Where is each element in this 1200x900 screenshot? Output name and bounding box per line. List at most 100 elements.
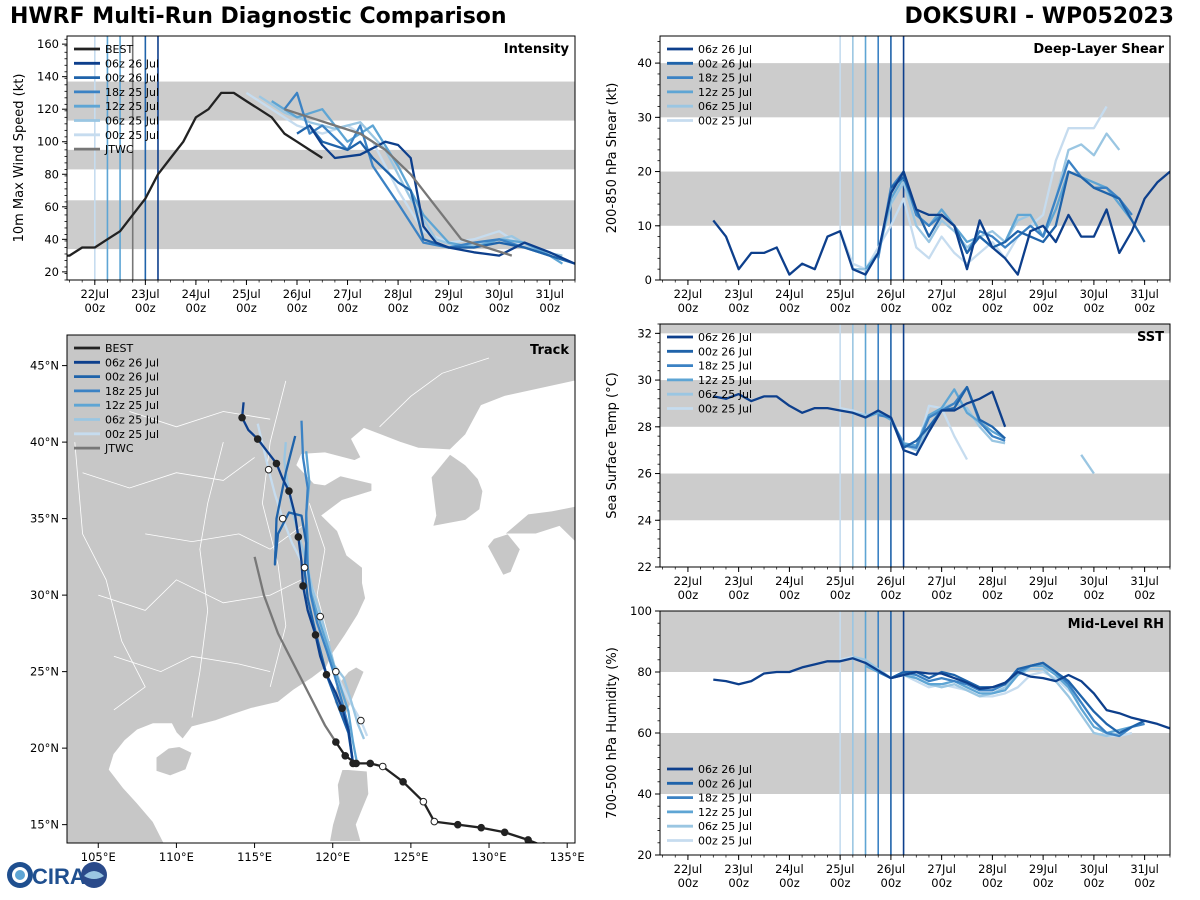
cira-logo: CIRA — [4, 858, 114, 896]
series-line-00z-26-jul — [889, 385, 1006, 449]
lat-tick-label: 40°N — [30, 435, 59, 449]
y-tick-label: 80 — [44, 167, 59, 181]
x-tick-label: 25Jul — [826, 287, 855, 301]
y-tick-label: 140 — [37, 70, 59, 84]
x-tick-label: 24Jul — [182, 287, 211, 301]
x-tick-label: 00z — [337, 301, 358, 315]
y-tick-label: 30 — [637, 110, 652, 124]
land-polygon — [503, 505, 575, 543]
y-tick-label: 32 — [637, 326, 652, 340]
x-tick-label: 31Jul — [535, 287, 564, 301]
land-polygon — [430, 453, 484, 527]
x-tick-label: 29Jul — [434, 287, 463, 301]
track-line-00z-26-jul — [273, 435, 355, 764]
legend-label: 06z 26 Jul — [698, 43, 752, 56]
x-tick-label: 00z — [728, 588, 749, 602]
storm-title: DOKSURI - WP052023 — [904, 4, 1174, 29]
province-border — [191, 442, 224, 718]
y-tick-label: 20 — [44, 265, 59, 279]
legend-label: 00z 25 Jul — [698, 835, 752, 848]
x-tick-label: 00z — [678, 301, 699, 315]
threshold-band — [660, 611, 1170, 672]
y-tick-label: 20 — [637, 848, 652, 862]
x-tick-label: 00z — [84, 301, 105, 315]
land-polygon — [487, 533, 521, 576]
legend-label: 12z 25 Jul — [698, 806, 752, 819]
legend-label: BEST — [105, 43, 133, 56]
series-line-best — [67, 91, 323, 257]
legend-label: 00z 26 Jul — [698, 777, 752, 790]
province-border — [98, 579, 302, 611]
y-axis-label: 10m Max Wind Speed (kt) — [12, 74, 27, 243]
x-tick-label: 30Jul — [485, 287, 514, 301]
lon-tick-label: 110°E — [159, 850, 194, 864]
province-border — [113, 655, 271, 673]
series-line-06z-26-jul — [712, 170, 1170, 276]
y-tick-label: 40 — [44, 232, 59, 246]
y-tick-label: 80 — [637, 665, 652, 679]
x-tick-label: 00z — [236, 301, 257, 315]
x-tick-label: 00z — [1084, 876, 1105, 890]
lat-tick-label: 20°N — [30, 741, 59, 755]
best-track-point — [399, 777, 407, 786]
legend-label: 18z 25 Jul — [698, 72, 752, 85]
legend-label: 00z 26 Jul — [698, 345, 752, 358]
legend-label: 06z 26 Jul — [105, 57, 159, 70]
plot-area — [660, 36, 1170, 280]
x-tick-label: 00z — [830, 301, 851, 315]
x-tick-label: 31Jul — [1130, 287, 1159, 301]
legend-label: 06z 25 Jul — [698, 820, 752, 833]
logo-text: CIRA — [32, 864, 86, 889]
land-polygon — [67, 335, 575, 843]
x-tick-label: 28Jul — [384, 287, 413, 301]
best-track-point — [541, 842, 546, 843]
x-tick-label: 00z — [728, 301, 749, 315]
x-tick-label: 22Jul — [81, 287, 110, 301]
province-border — [82, 457, 255, 489]
legend-label: 06z 26 Jul — [105, 356, 159, 369]
best-track-point — [419, 797, 428, 806]
x-tick-label: 27Jul — [927, 574, 956, 588]
legend-label: 12z 25 Jul — [105, 399, 159, 412]
x-tick-label: 00z — [489, 301, 510, 315]
best-track-point — [341, 751, 350, 760]
series-line-06z-26-jul — [713, 657, 1170, 730]
plot-frame — [66, 35, 576, 281]
legend-label: JTWC — [104, 442, 134, 455]
forecast-point — [349, 759, 357, 768]
x-tick-label: 26Jul — [877, 574, 906, 588]
legend-label: 18z 25 Jul — [105, 86, 159, 99]
province-border — [379, 357, 490, 428]
forecast-point — [357, 716, 365, 725]
x-tick-label: 00z — [728, 876, 749, 890]
best-track-point — [332, 738, 340, 746]
x-tick-label: 00z — [678, 588, 699, 602]
x-tick-label: 00z — [1033, 876, 1054, 890]
map-area — [67, 335, 575, 843]
panel-title: SST — [1137, 330, 1164, 345]
lon-tick-label: 105°E — [81, 850, 116, 864]
x-tick-label: 00z — [881, 301, 902, 315]
province-border — [261, 380, 287, 687]
forecast-point — [322, 670, 331, 679]
lon-tick-label: 125°E — [393, 850, 428, 864]
x-tick-label: 24Jul — [775, 574, 804, 588]
x-tick-label: 00z — [287, 301, 308, 315]
x-tick-label: 23Jul — [724, 862, 753, 876]
plot-frame — [659, 35, 1171, 281]
lon-tick-label: 130°E — [472, 850, 507, 864]
best-track-point — [430, 817, 439, 826]
best-track-point — [500, 828, 509, 837]
x-tick-label: 00z — [779, 301, 800, 315]
x-tick-label: 00z — [931, 876, 952, 890]
legend-label: 06z 26 Jul — [698, 331, 752, 344]
forecast-point — [299, 582, 307, 590]
y-tick-label: 10 — [637, 219, 652, 233]
series-line-06z-26-jul — [713, 390, 1007, 456]
y-axis-label: Sea Surface Temp (°C) — [605, 372, 620, 519]
x-tick-label: 25Jul — [826, 862, 855, 876]
x-tick-label: 30Jul — [1080, 574, 1109, 588]
track-line-18z-25-jul — [300, 420, 355, 764]
province-border — [129, 411, 271, 428]
x-tick-label: 00z — [830, 588, 851, 602]
